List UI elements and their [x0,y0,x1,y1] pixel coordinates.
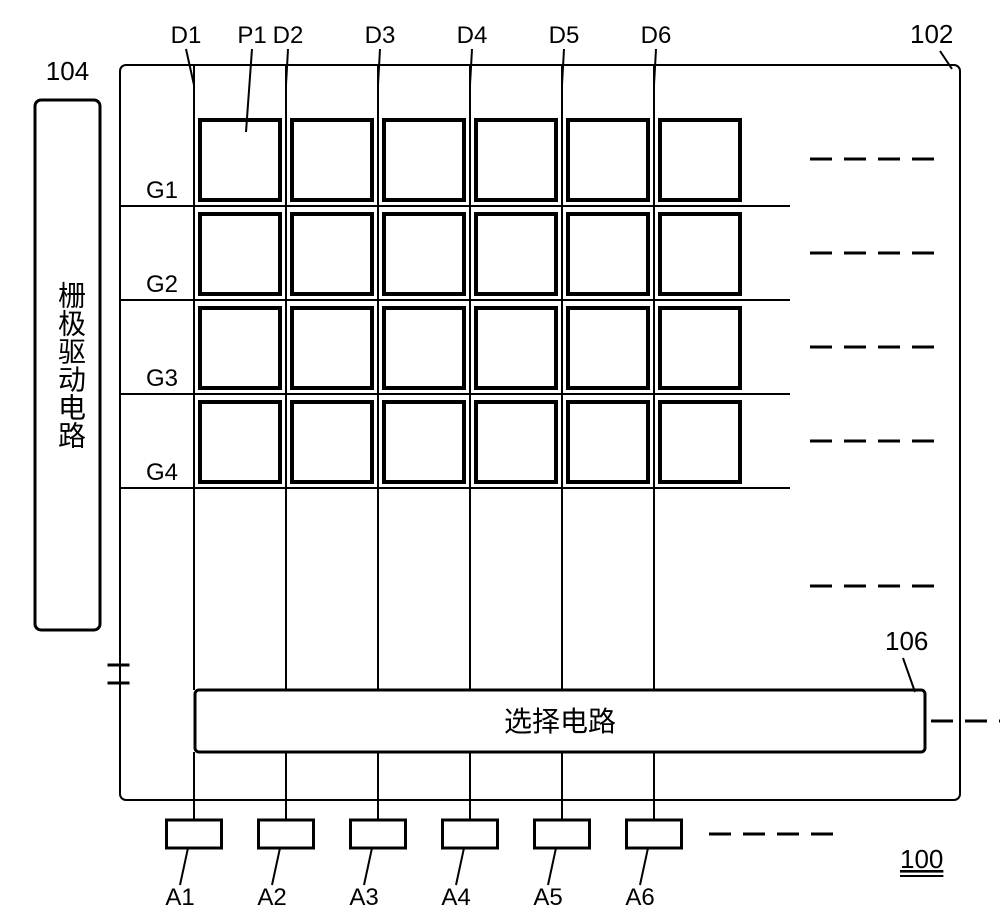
pixel-cell [568,402,648,482]
data-line-label: D2 [273,22,304,49]
pixel-cell [660,214,740,294]
pixel-cell [200,120,280,200]
pixel-cell [292,402,372,482]
pixel-p1-label: P1 [237,22,266,49]
gate-driver-label: 104 [46,56,89,86]
data-line-label: D6 [641,22,672,49]
data-line-label: D3 [365,22,396,49]
amplifier-label: A3 [349,884,378,911]
pixel-cell [476,120,556,200]
pixel-cell [476,402,556,482]
pixel-cell [476,214,556,294]
pixel-cell [568,120,648,200]
amplifier-box [351,820,406,848]
pixel-cell [292,308,372,388]
amplifier-box [259,820,314,848]
pixel-cell [568,308,648,388]
amplifier-label: A1 [165,884,194,911]
data-line-label: D4 [457,22,488,49]
pixel-cell [660,402,740,482]
amplifier-label: A4 [441,884,470,911]
amplifier-label: A2 [257,884,286,911]
pixel-cell [660,308,740,388]
amplifier-label: A5 [533,884,562,911]
figure-number: 100 [900,844,943,874]
pixel-cell [568,214,648,294]
pixel-cell [292,214,372,294]
pixel-cell [384,120,464,200]
pixel-cell [200,308,280,388]
pixel-cell [476,308,556,388]
pixel-cell [660,120,740,200]
selector-label: 106 [885,626,928,656]
diagram-canvas: 102 104 栅极驱动电路 P1 D1 D2 D3 D4 D5 D6 G1 G2 G3 G4 选择电路 10… [0,0,1000,918]
gate-line-label: G2 [146,271,178,298]
gate-line-label: G3 [146,365,178,392]
pixel-cell [384,214,464,294]
pixel-cell [292,120,372,200]
data-line-label: D5 [549,22,580,49]
pixel-cell [384,402,464,482]
pixel-cell [200,402,280,482]
gate-line-label: G4 [146,459,178,486]
gate-line-label: G1 [146,177,178,204]
pixel-cell [384,308,464,388]
selector-text: 选择电路 [504,706,616,738]
amplifier-box [535,820,590,848]
amplifier-box [167,820,222,848]
panel-label: 102 [910,19,953,49]
amplifier-label: A6 [625,884,654,911]
amplifier-box [443,820,498,848]
pixel-cell [200,214,280,294]
data-line-label: D1 [171,22,202,49]
gate-driver-text: 栅极驱动电路 [54,281,86,449]
amplifier-box [627,820,682,848]
